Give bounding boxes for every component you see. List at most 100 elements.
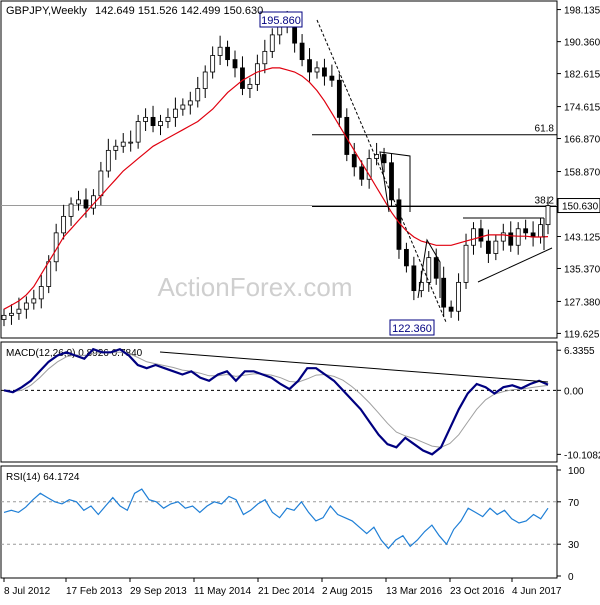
candle-body xyxy=(187,100,193,106)
rsi-title: RSI(14) 64.1724 xyxy=(6,472,80,483)
candle-body xyxy=(180,104,186,110)
candle-body xyxy=(329,75,335,81)
candle-body xyxy=(9,312,14,316)
macd-signal-line xyxy=(3,351,549,448)
candle-body xyxy=(478,228,484,242)
macd-y-tick-label: -10.1082 xyxy=(564,450,600,461)
candle-body xyxy=(314,67,320,73)
macd-y-tick-label: 0.00 xyxy=(564,386,584,397)
candle-body xyxy=(389,162,394,201)
candle-body xyxy=(98,170,104,197)
candle-body xyxy=(322,67,327,77)
x-axis: 8 Jul 2012 17 Feb 2013 29 Sep 2013 11 May 2… xyxy=(3,578,562,597)
candle-body xyxy=(195,88,201,102)
main-y-tick-label: 190.360 xyxy=(564,38,600,49)
ohlc-readout: 142.649 151.526 142.499 150.630 xyxy=(95,5,263,17)
low-label: 122.360 xyxy=(392,323,432,335)
candle-body xyxy=(545,205,551,226)
main-y-tick-label: 174.615 xyxy=(564,103,600,114)
rsi-panel-frame xyxy=(0,465,558,579)
macd-title: MACD(12,26,9) 0.8926 0.7840 xyxy=(6,348,143,359)
candle-body xyxy=(61,215,67,234)
x-tick-label: 11 May 2014 xyxy=(194,586,252,597)
x-tick-label: 4 Jun 2017 xyxy=(512,586,562,597)
rsi-y-axis: 100 70 30 0 xyxy=(557,466,585,583)
candle-body xyxy=(46,261,52,287)
main-y-tick-label: 198.135 xyxy=(564,6,600,17)
candle-body xyxy=(381,154,387,164)
candle-body xyxy=(292,26,298,44)
rsi-y-tick-label: 30 xyxy=(568,540,580,551)
candle-body xyxy=(76,199,81,205)
rsi-line xyxy=(3,488,549,550)
candle-body xyxy=(262,50,268,65)
rsi-y-tick-label: 0 xyxy=(568,572,574,583)
candle-body xyxy=(366,158,372,180)
candle-body xyxy=(500,232,506,242)
lower-box-annotation xyxy=(417,238,441,299)
candle-body xyxy=(299,42,305,61)
candle-body xyxy=(172,108,178,118)
candle-body xyxy=(471,228,476,246)
current-price-box xyxy=(557,198,600,214)
high-label: 195.860 xyxy=(261,15,301,27)
rsi-y-tick-label: 100 xyxy=(568,466,585,477)
main-y-tick-label: 166.870 xyxy=(564,135,600,146)
moving-average-line xyxy=(3,67,549,310)
candle-body xyxy=(307,59,312,73)
candle-body xyxy=(38,286,44,300)
candle-body xyxy=(53,232,59,263)
high-label-box xyxy=(259,11,303,28)
candle-body xyxy=(202,71,208,89)
watermark: ActionForex.com xyxy=(157,272,352,302)
candle-body xyxy=(463,244,469,283)
candle-body xyxy=(120,141,126,147)
candle-body xyxy=(165,116,171,122)
main-y-tick-label: 182.615 xyxy=(564,70,600,81)
macd-y-axis: 6.3355 0.00 -10.1082 xyxy=(557,346,600,461)
candle-body xyxy=(83,199,89,209)
candle-body xyxy=(247,83,253,89)
candle-body xyxy=(1,314,7,320)
upper-box-annotation xyxy=(379,151,411,213)
candle-body xyxy=(344,116,350,155)
main-y-tick-label: 135.370 xyxy=(564,264,600,275)
candle-body xyxy=(404,248,409,267)
candle-body xyxy=(336,79,342,118)
candle-body xyxy=(143,116,148,122)
candle-body xyxy=(538,224,543,238)
candle-body xyxy=(411,265,417,292)
candle-body xyxy=(240,67,245,89)
x-tick-label: 8 Jul 2012 xyxy=(4,586,51,597)
candle-body xyxy=(113,145,119,151)
candle-body xyxy=(150,116,156,127)
candle-body xyxy=(217,46,223,56)
main-y-tick-label: 119.625 xyxy=(564,329,600,340)
rsi-y-tick-label: 70 xyxy=(568,498,580,509)
x-tick-label: 23 Oct 2016 xyxy=(450,586,505,597)
candle-body xyxy=(515,228,521,246)
low-label-box xyxy=(389,319,435,336)
candle-body xyxy=(456,281,461,312)
candle-body xyxy=(16,308,22,314)
main-y-tick-label: 127.380 xyxy=(564,297,600,308)
candle-body xyxy=(128,141,134,144)
x-tick-label: 17 Feb 2013 xyxy=(66,586,123,597)
candle-body xyxy=(485,240,491,254)
fib-382-label: 38.2 xyxy=(535,195,555,206)
main-y-axis: 198.135 190.360 182.615 174.615 166.870 158.8… xyxy=(557,6,600,340)
main-title: GBPJPY,Weekly xyxy=(6,5,87,17)
candle-body xyxy=(232,59,238,69)
candle-body xyxy=(508,232,514,246)
candle-body xyxy=(31,298,37,304)
candle-body xyxy=(269,34,275,52)
candle-body xyxy=(254,63,260,85)
candle-body xyxy=(105,149,111,172)
x-tick-label: 2 Aug 2015 xyxy=(322,586,373,597)
triangle-lower-line xyxy=(477,247,553,283)
macd-line xyxy=(3,347,549,456)
candle-body xyxy=(448,306,454,312)
x-tick-label: 21 Dec 2014 xyxy=(258,586,315,597)
